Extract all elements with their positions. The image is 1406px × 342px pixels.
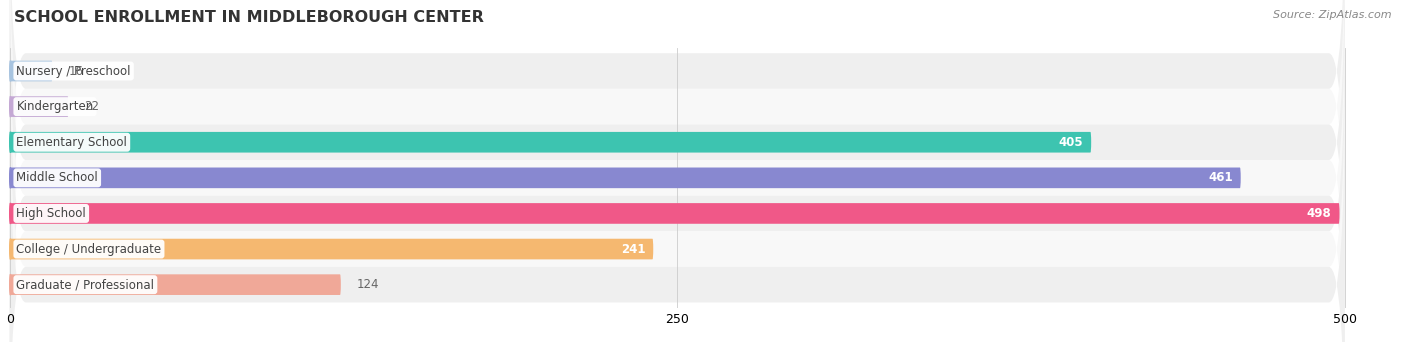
Text: Nursery / Preschool: Nursery / Preschool <box>17 65 131 78</box>
Text: 22: 22 <box>84 100 100 113</box>
Text: Middle School: Middle School <box>17 171 98 184</box>
Circle shape <box>10 132 11 153</box>
Text: 124: 124 <box>357 278 380 291</box>
FancyBboxPatch shape <box>10 239 654 259</box>
FancyBboxPatch shape <box>10 0 1346 268</box>
Circle shape <box>10 61 11 81</box>
Circle shape <box>10 203 11 224</box>
Circle shape <box>10 274 11 295</box>
Text: High School: High School <box>17 207 86 220</box>
Text: 405: 405 <box>1059 136 1083 149</box>
Text: 461: 461 <box>1208 171 1233 184</box>
Text: Elementary School: Elementary School <box>17 136 128 149</box>
Circle shape <box>10 239 11 259</box>
FancyBboxPatch shape <box>10 274 340 295</box>
Text: 241: 241 <box>620 242 645 255</box>
FancyBboxPatch shape <box>10 0 1346 339</box>
Text: Source: ZipAtlas.com: Source: ZipAtlas.com <box>1274 10 1392 20</box>
Text: SCHOOL ENROLLMENT IN MIDDLEBOROUGH CENTER: SCHOOL ENROLLMENT IN MIDDLEBOROUGH CENTE… <box>14 10 484 25</box>
Text: College / Undergraduate: College / Undergraduate <box>17 242 162 255</box>
Text: Graduate / Professional: Graduate / Professional <box>17 278 155 291</box>
Circle shape <box>10 96 11 117</box>
FancyBboxPatch shape <box>10 61 52 81</box>
FancyBboxPatch shape <box>10 203 1340 224</box>
Text: 16: 16 <box>69 65 83 78</box>
FancyBboxPatch shape <box>10 0 1346 304</box>
FancyBboxPatch shape <box>10 96 69 117</box>
Text: Kindergarten: Kindergarten <box>17 100 94 113</box>
Circle shape <box>10 168 11 188</box>
FancyBboxPatch shape <box>10 0 1346 342</box>
FancyBboxPatch shape <box>10 88 1346 342</box>
FancyBboxPatch shape <box>10 16 1346 342</box>
Text: 498: 498 <box>1306 207 1331 220</box>
FancyBboxPatch shape <box>10 168 1240 188</box>
FancyBboxPatch shape <box>10 132 1091 153</box>
FancyBboxPatch shape <box>10 52 1346 342</box>
